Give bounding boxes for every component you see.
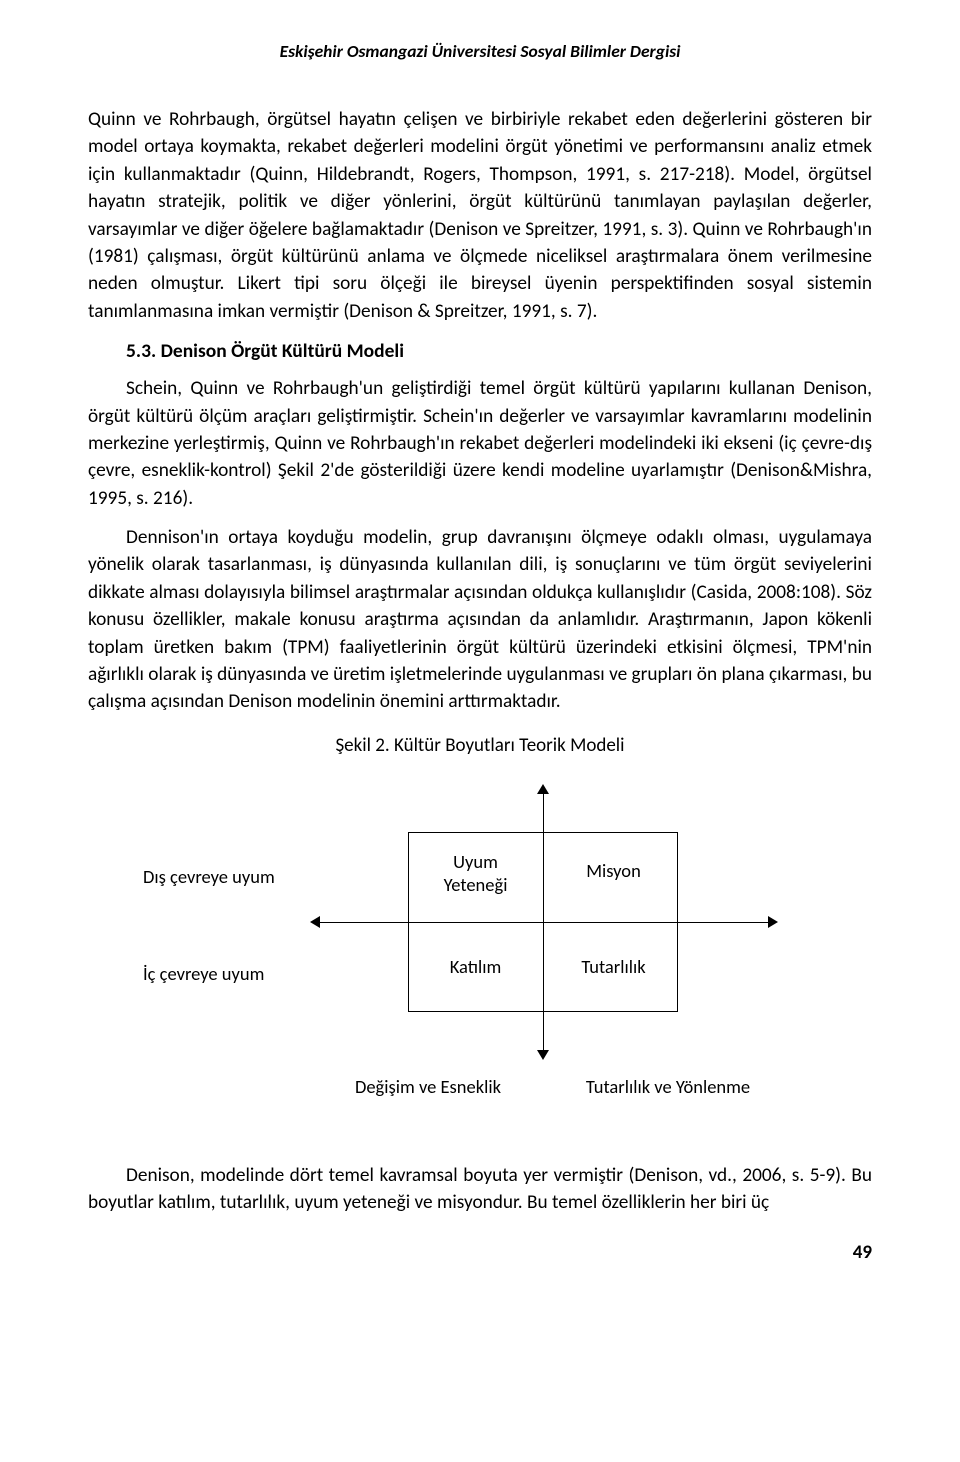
arrowhead-down-icon — [537, 1050, 549, 1060]
paragraph-2: Schein, Quinn ve Rohrbaugh'un geliştirdi… — [88, 375, 872, 512]
page: Eskişehir Osmangazi Üniversitesi Sosyal … — [0, 0, 960, 1294]
section-heading-5-3: 5.3. Denison Örgüt Kültürü Modeli — [126, 339, 872, 363]
q-tl-line1: Uyum — [453, 850, 498, 873]
quadrant-bottom-right: Tutarlılık — [556, 955, 671, 978]
quadrant-bottom-left: Katılım — [418, 955, 533, 978]
arrowhead-up-icon — [537, 784, 549, 794]
axis-label-right: Tutarlılık ve Yönlenme — [558, 1075, 778, 1098]
axis-label-left: Değişim ve Esneklik — [328, 1075, 528, 1098]
paragraph-1: Quinn ve Rohrbaugh, örgütsel hayatın çel… — [88, 106, 872, 325]
figure-title: Şekil 2. Kültür Boyutları Teorik Modeli — [88, 734, 872, 757]
arrowhead-right-icon — [768, 916, 778, 928]
figure-2: Dış çevreye uyum İç çevreye uyum Uyum Ye… — [88, 787, 872, 1107]
page-number: 49 — [88, 1241, 872, 1264]
paragraph-3: Dennison'ın ortaya koyduğu modelin, grup… — [88, 524, 872, 716]
quadrant-top-right: Misyon — [556, 859, 671, 882]
q-tl-line2: Yeteneği — [444, 873, 508, 896]
quadrant-top-left: Uyum Yeteneği — [418, 850, 533, 896]
label-internal-env: İç çevreye uyum — [143, 962, 264, 985]
label-external-env: Dış çevreye uyum — [143, 865, 275, 888]
paragraph-4: Denison, modelinde dört temel kavramsal … — [88, 1162, 872, 1217]
journal-header: Eskişehir Osmangazi Üniversitesi Sosyal … — [88, 40, 872, 62]
arrowhead-left-icon — [310, 916, 320, 928]
